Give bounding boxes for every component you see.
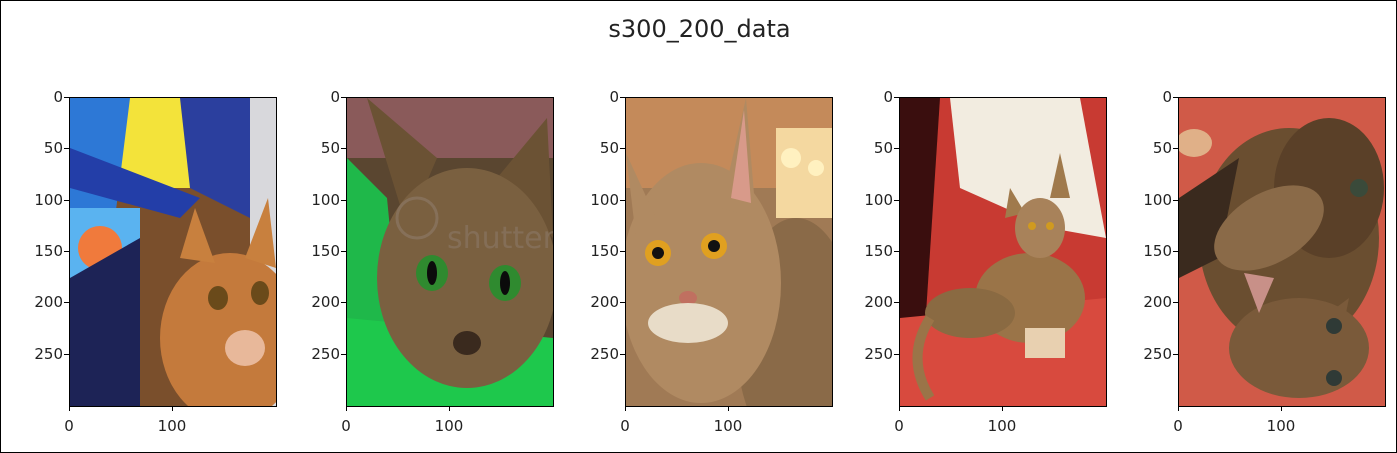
y-tick-label: 150 — [34, 242, 63, 260]
y-tick-label: 150 — [590, 242, 619, 260]
image-subplot: 0 50 100 150 200 250 0 100 — [34, 88, 279, 435]
y-tick-label: 200 — [34, 293, 63, 312]
y-tick-label: 0 — [609, 88, 619, 106]
x-tick-mark — [899, 406, 900, 411]
y-tick-mark — [64, 251, 69, 252]
y-tick-label: 200 — [864, 293, 893, 312]
image-subplot: shutter 0 50 100 150 200 250 0 100 — [311, 88, 556, 435]
y-tick-label: 200 — [590, 293, 619, 312]
y-tick-label: 150 — [311, 242, 340, 260]
image-axes: shutter — [346, 97, 554, 407]
y-tick-mark — [1173, 97, 1178, 98]
x-tick-mark — [69, 406, 70, 411]
y-tick-mark — [894, 97, 899, 98]
y-tick-label: 0 — [883, 88, 893, 106]
y-tick-mark — [1173, 353, 1178, 355]
y-tick-mark — [341, 302, 346, 304]
x-tick-label: 0 — [64, 417, 74, 435]
y-tick-mark — [1173, 199, 1178, 201]
y-tick-label: 50 — [873, 139, 893, 158]
y-tick-mark — [341, 97, 346, 98]
cat-image — [1179, 98, 1385, 406]
figure-title: s300_200_data — [608, 15, 791, 43]
y-tick-mark — [341, 199, 346, 201]
cat-image: shutter — [347, 98, 553, 406]
x-tick-mark — [728, 406, 729, 411]
image-axes — [625, 97, 833, 407]
y-tick-mark — [894, 353, 899, 355]
x-tick-label: 100 — [987, 417, 1017, 435]
y-tick-label: 50 — [320, 139, 340, 158]
x-tick-mark — [172, 406, 173, 411]
y-tick-mark — [1173, 148, 1178, 150]
y-tick-label: 50 — [1152, 139, 1172, 158]
x-tick-label: 100 — [1266, 417, 1296, 435]
y-tick-label: 100 — [864, 190, 893, 209]
y-tick-label: 150 — [1143, 242, 1172, 260]
image-subplot: 0 50 100 150 200 250 0 100 — [864, 88, 1109, 435]
y-tick-mark — [894, 199, 899, 201]
image-axes — [69, 97, 277, 407]
y-tick-mark — [620, 148, 625, 150]
x-tick-label: 100 — [434, 417, 464, 435]
y-tick-label: 250 — [1143, 344, 1172, 363]
y-tick-mark — [64, 97, 69, 98]
cat-image — [626, 98, 832, 406]
y-tick-label: 250 — [34, 344, 63, 363]
y-tick-mark — [64, 199, 69, 201]
y-tick-label: 200 — [1143, 293, 1172, 312]
x-tick-mark — [449, 406, 450, 411]
y-tick-mark — [894, 251, 899, 252]
x-tick-label: 100 — [713, 417, 743, 435]
y-tick-mark — [64, 148, 69, 150]
x-tick-mark — [1002, 406, 1003, 411]
image-axes — [899, 97, 1107, 407]
y-tick-mark — [620, 302, 625, 304]
y-tick-mark — [894, 302, 899, 304]
image-subplot: 0 50 100 150 200 250 0 100 — [1143, 88, 1388, 435]
y-tick-label: 100 — [590, 190, 619, 209]
y-tick-label: 250 — [864, 344, 893, 363]
y-tick-mark — [1173, 302, 1178, 304]
cat-image — [70, 98, 276, 406]
x-tick-label: 0 — [894, 417, 904, 435]
x-tick-label: 100 — [157, 417, 187, 435]
y-tick-mark — [64, 302, 69, 304]
image-subplot: 0 50 100 150 200 250 0 100 — [590, 88, 835, 435]
y-tick-mark — [620, 353, 625, 355]
y-tick-mark — [341, 251, 346, 252]
image-axes — [1178, 97, 1386, 407]
x-tick-mark — [346, 406, 347, 411]
y-tick-label: 100 — [311, 190, 340, 209]
y-tick-mark — [620, 199, 625, 201]
y-tick-label: 250 — [311, 344, 340, 363]
y-tick-mark — [1173, 251, 1178, 252]
y-tick-mark — [894, 148, 899, 150]
y-tick-mark — [620, 251, 625, 252]
y-tick-label: 50 — [43, 139, 63, 158]
y-tick-mark — [341, 148, 346, 150]
y-tick-label: 0 — [330, 88, 340, 106]
x-tick-label: 0 — [620, 417, 630, 435]
y-tick-label: 0 — [53, 88, 63, 106]
x-tick-label: 0 — [1173, 417, 1183, 435]
y-tick-mark — [64, 353, 69, 355]
y-tick-mark — [620, 97, 625, 98]
cat-image — [900, 98, 1106, 406]
x-tick-mark — [1178, 406, 1179, 411]
y-tick-label: 250 — [590, 344, 619, 363]
y-tick-label: 0 — [1162, 88, 1172, 106]
x-tick-label: 0 — [341, 417, 351, 435]
y-tick-label: 150 — [864, 242, 893, 260]
watermark-text: shutter — [447, 221, 553, 256]
x-tick-mark — [625, 406, 626, 411]
y-tick-label: 50 — [599, 139, 619, 158]
y-tick-label: 200 — [311, 293, 340, 312]
x-tick-mark — [1281, 406, 1282, 411]
y-tick-label: 100 — [34, 190, 63, 209]
y-tick-label: 100 — [1143, 190, 1172, 209]
y-tick-mark — [341, 353, 346, 355]
